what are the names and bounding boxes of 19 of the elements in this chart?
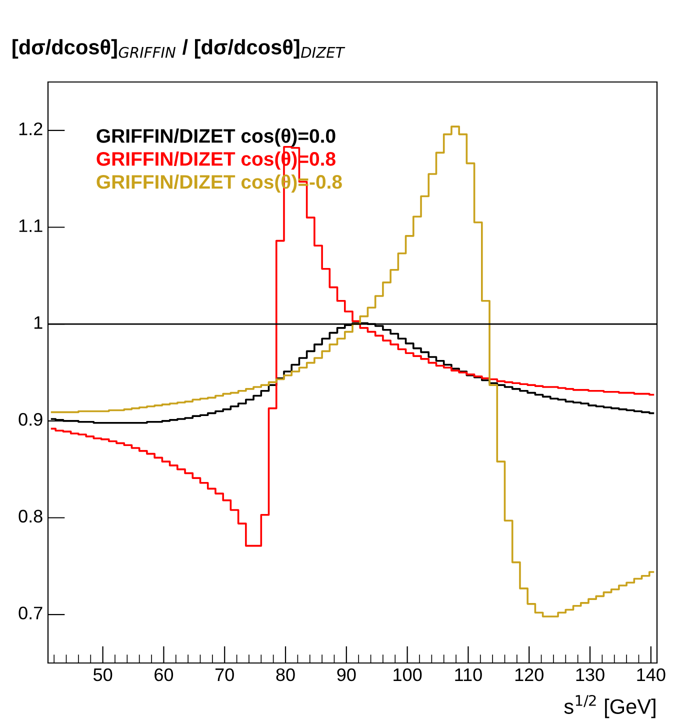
x-tick-label: 60 [154, 668, 174, 682]
y-tick-label: 0.9 [18, 412, 42, 426]
x-tick-label: 70 [215, 668, 234, 682]
x-tick-label: 130 [576, 668, 604, 682]
y-tick-label: 0.8 [18, 510, 42, 523]
x-axis-title: s$^{1/2}$ [GeV] [564, 694, 656, 718]
x-tick-label: 80 [276, 668, 295, 682]
y-tick-label: 1 [34, 316, 42, 329]
x-tick-label: 120 [515, 668, 544, 682]
x-tick-label: 50 [93, 668, 112, 682]
y-tick-label: 0.7 [18, 606, 42, 620]
x-tick-label: 140 [637, 668, 666, 682]
y-tick-label: 1.1 [19, 219, 42, 232]
x-tick-label: 110 [455, 668, 482, 682]
x-tick-label: 100 [394, 668, 422, 682]
x-tick-label: 90 [337, 668, 356, 682]
legend-label: GRIFFIN/DIZET cos(θ)=0.0 [96, 128, 336, 147]
y-tick-label: 1.2 [19, 122, 42, 136]
y-axis-title: [dσ/dcosθ]$_{GRIFFIN}$ / [dσ/dcosθ]$_{DIZET}$ [12, 39, 346, 59]
